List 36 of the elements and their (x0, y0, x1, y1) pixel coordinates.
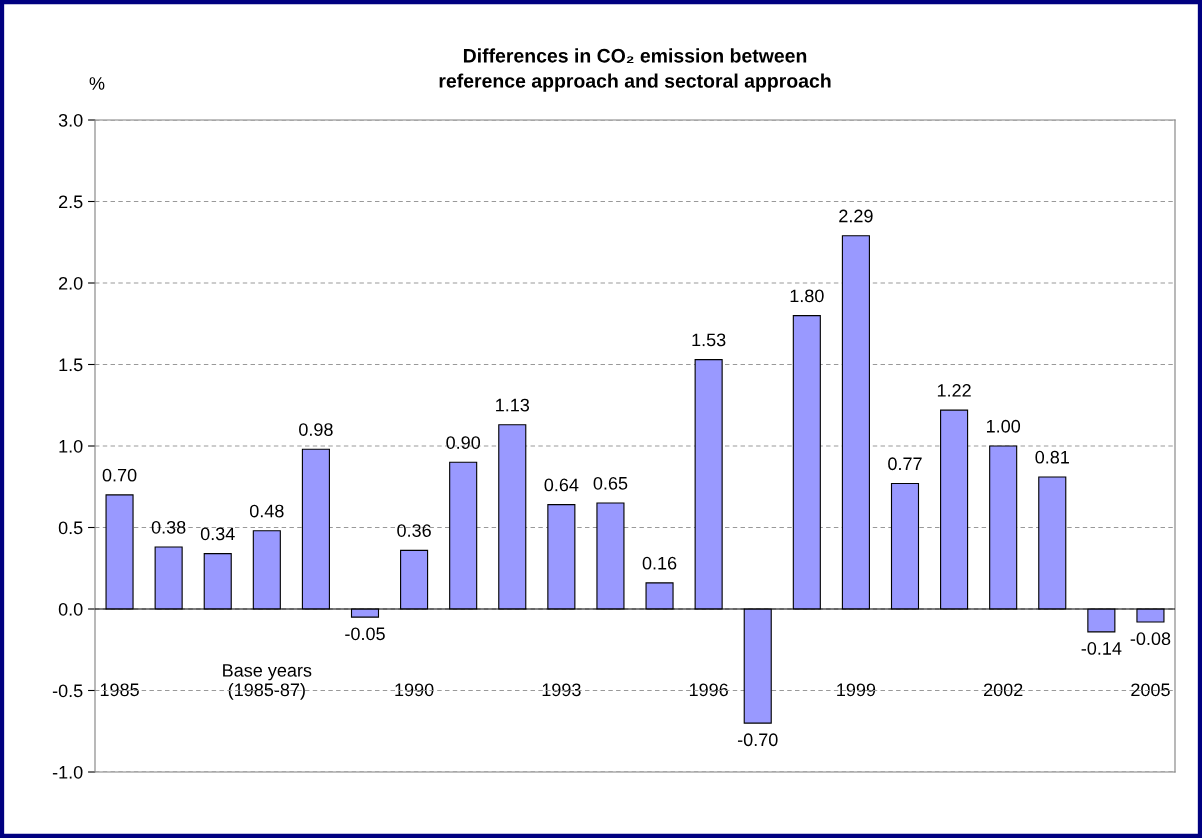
data-label: 0.81 (1035, 450, 1069, 464)
data-label: 1.53 (692, 333, 726, 347)
y-tick-label: -1.0 (52, 765, 83, 779)
data-label: 0.98 (299, 423, 333, 436)
data-label: 0.36 (397, 524, 431, 537)
data-label: 0.70 (102, 468, 137, 482)
data-label: 0.65 (593, 476, 628, 490)
y-tick-label: 1.5 (59, 358, 83, 372)
data-label: 1.22 (937, 384, 971, 397)
data-label: 1.00 (986, 419, 1021, 433)
y-tick-label: 0.5 (58, 521, 83, 535)
y-tick-label: 3.0 (58, 113, 83, 127)
y-tick-label: -0.5 (52, 684, 83, 698)
x-tick-label: 2005 (1131, 683, 1170, 697)
y-tick-label: 1.0 (59, 439, 83, 453)
data-label: 1.80 (790, 289, 824, 303)
data-label: 0.64 (544, 478, 579, 492)
data-label: 0.90 (446, 436, 481, 449)
x-tick-label: 2002 (984, 683, 1023, 697)
data-label: 1.13 (496, 398, 530, 412)
data-label: 0.77 (888, 457, 922, 471)
data-label: -0.70 (737, 733, 778, 747)
data-label: 0.38 (151, 520, 186, 534)
data-label: -0.08 (1130, 632, 1171, 646)
data-label: 0.48 (249, 504, 284, 518)
y-axis-title: % (89, 77, 105, 90)
data-label: -0.05 (345, 627, 385, 641)
data-label: 0.34 (200, 527, 235, 541)
data-label: 0.16 (642, 556, 677, 570)
chart-title: Differences in CO₂ emission between reference approach and sectoral approach (439, 48, 831, 92)
y-tick-label: 2.0 (59, 276, 83, 290)
y-tick-label: 2.5 (59, 195, 83, 209)
y-tick-label: 0.0 (58, 602, 83, 616)
x-tick-label: Base years (1985-87) (223, 664, 312, 700)
data-label: 2.29 (839, 209, 873, 223)
data-label: -0.14 (1081, 642, 1122, 655)
